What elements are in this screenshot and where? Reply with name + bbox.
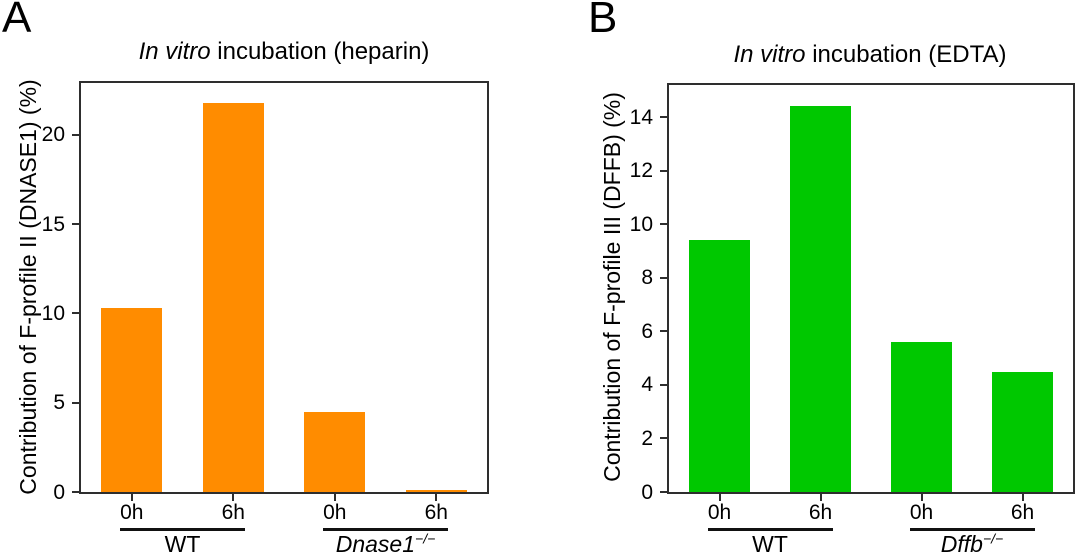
group-label: WT [685,532,855,557]
y-tick-label: 15 [41,212,65,236]
y-tick-label: 4 [641,373,653,397]
y-tick [72,312,79,315]
panel-b-title-italic: In vitro [733,41,806,68]
y-tick [72,223,79,226]
y-tick-label: 10 [41,301,65,325]
y-tick-label: 20 [41,123,65,147]
x-tick [333,494,336,501]
x-tick [920,494,923,501]
panel-b-title-rest: incubation (EDTA) [805,41,1007,68]
group-label-text: WT [164,531,201,557]
x-tick-label: 6h [808,501,833,524]
x-tick-label: 6h [221,501,245,524]
y-tick [72,401,79,404]
y-tick [660,437,667,440]
x-tick [130,494,133,501]
x-tick [1021,494,1024,501]
panel-b-title: In vitro incubation (EDTA) [667,41,1073,69]
panel-a-title-rest: incubation (heparin) [210,38,430,65]
y-tick-label: 12 [629,159,653,183]
bar [689,240,750,492]
x-tick-label: 6h [424,501,448,524]
panel-a-letter: A [2,0,32,42]
y-tick [660,383,667,386]
x-tick [232,494,235,501]
group-label-superscript: −/− [415,530,436,547]
group-label: WT [98,532,268,557]
y-tick [660,491,667,493]
y-tick-label: 0 [641,480,653,504]
y-tick-label: 2 [641,426,653,450]
panel-b-plot-area: 0 2 4 6 8 10 12 14 0h 6h 0h 6h WT Dffb−/− [630,83,1075,557]
y-tick [72,133,79,136]
y-tick-label: 14 [629,105,653,129]
y-tick [72,491,79,493]
group-underline [322,528,449,531]
group-underline [119,528,246,531]
bar [304,411,366,492]
x-tick-label: 6h [1010,501,1035,524]
bar [405,490,467,492]
bar [992,371,1053,492]
x-tick-label: 0h [909,501,934,524]
panel-a-plot-area: 0 5 10 15 20 0h 6h 0h 6h WT Dnase1−/− [42,81,489,557]
group-label-text: WT [752,531,788,557]
y-tick-label: 5 [53,391,65,415]
x-tick-label: 0h [323,501,347,524]
y-tick [660,330,667,333]
group-label: Dffb−/− [887,530,1057,557]
y-tick-label: 10 [629,212,653,236]
y-tick [660,169,667,172]
y-tick-label: 0 [53,480,65,504]
panel-a-title: In vitro incubation (heparin) [79,38,489,66]
x-tick [718,494,721,501]
bar [790,106,851,492]
bar [202,102,264,492]
group-label-text: Dnase1 [335,531,416,557]
x-tick-label: 0h [707,501,732,524]
x-tick [819,494,822,501]
y-tick [660,276,667,279]
group-underline [909,528,1035,531]
panel-a-title-italic: In vitro [138,38,211,65]
x-tick [435,494,438,501]
panel-b-letter: B [588,0,618,42]
y-tick [660,223,667,226]
group-label-text: Dffb [940,531,983,557]
y-tick-label: 6 [641,319,653,343]
group-label: Dnase1−/− [301,530,471,557]
group-underline [707,528,833,531]
y-tick-label: 8 [641,266,653,290]
panel-a-y-axis-label: Contribution of F-profile II (DNASE1) (%… [15,79,41,495]
bar [101,308,163,492]
group-label-superscript: −/− [982,530,1004,547]
y-tick [660,116,667,119]
x-tick-label: 0h [120,501,144,524]
bar [891,342,952,492]
